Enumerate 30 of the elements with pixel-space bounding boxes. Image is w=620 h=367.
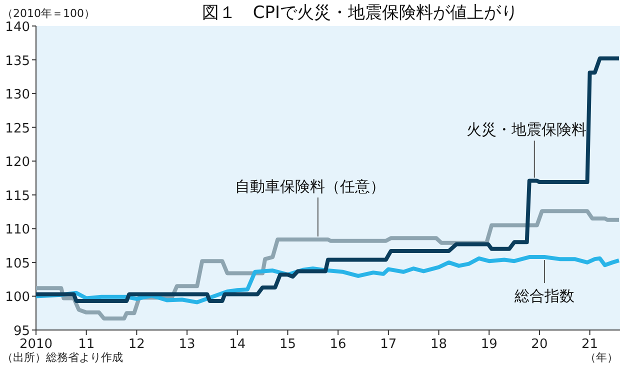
x-tick-label: 19 bbox=[480, 337, 498, 352]
annotation: 火災・地震保険料 bbox=[466, 120, 586, 139]
y-tick-label: 95 bbox=[13, 324, 30, 339]
annotation: 自動車保険料（任意） bbox=[234, 177, 385, 196]
y-tick-label: 125 bbox=[5, 121, 30, 136]
y-tick-label: 130 bbox=[5, 88, 30, 103]
y-tick-label: 105 bbox=[5, 256, 30, 272]
x-tick-label: 16 bbox=[330, 337, 346, 352]
x-tick-label: 12 bbox=[128, 337, 145, 352]
y-tick-label: 135 bbox=[5, 54, 30, 69]
x-tick-label: 13 bbox=[178, 337, 196, 352]
x-axis-title: （年） bbox=[585, 351, 618, 364]
line-series bbox=[34, 56, 620, 303]
annotation: 総合指数 bbox=[513, 287, 574, 306]
y-tick-label: 140 bbox=[5, 20, 30, 35]
x-tick-label: 15 bbox=[279, 337, 296, 352]
x-tick-label: 21 bbox=[582, 337, 598, 352]
y-tick-label: 120 bbox=[5, 155, 30, 170]
y-axis-title: （2010年＝100） bbox=[2, 7, 95, 20]
text: （出所）総務省より作成 bbox=[2, 351, 123, 364]
x-tick-label: 20 bbox=[531, 337, 548, 352]
y-tick-label: 100 bbox=[5, 290, 30, 306]
chart-title: 図１ CPIで火災・地震保険料が値上がり bbox=[202, 3, 518, 23]
y-tick-label: 115 bbox=[5, 188, 30, 204]
x-tick-label: 2010 bbox=[19, 337, 53, 352]
x-tick-label: 17 bbox=[380, 337, 397, 352]
x-tick-label: 18 bbox=[430, 337, 448, 352]
x-tick-label: 11 bbox=[78, 337, 95, 352]
y-tick-label: 110 bbox=[5, 222, 30, 238]
x-tick-label: 14 bbox=[229, 337, 246, 352]
